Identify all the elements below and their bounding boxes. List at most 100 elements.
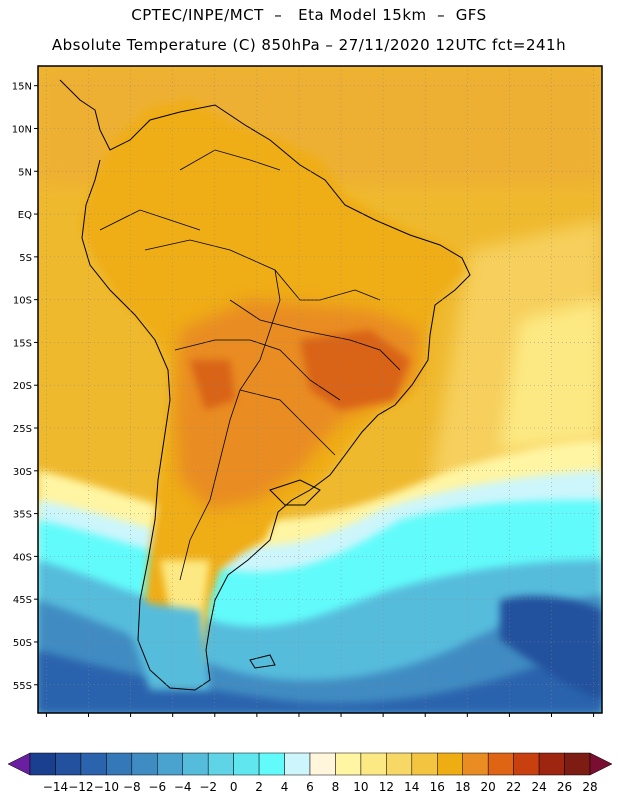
coastline bbox=[59, 79, 471, 691]
colorbar-label: 8 bbox=[332, 780, 340, 794]
lon-tick-label: 50W bbox=[330, 719, 353, 720]
colorbar-label: 10 bbox=[353, 780, 368, 794]
colorbar-label: 6 bbox=[306, 780, 314, 794]
colorbar-label: 26 bbox=[557, 780, 572, 794]
lon-tick-label: 70W bbox=[161, 719, 184, 720]
atlantic-light-zone bbox=[500, 300, 602, 450]
map-subtitle: Absolute Temperature (C) 850hPa – 27/11/… bbox=[51, 36, 567, 54]
colorbar-box bbox=[487, 752, 514, 776]
lon-tick-label: 20W bbox=[582, 719, 605, 720]
lat-tick-label: 55S bbox=[13, 681, 32, 692]
colorbar-label: −6 bbox=[148, 780, 166, 794]
map-frame bbox=[37, 65, 603, 714]
colorbar-box bbox=[462, 752, 489, 776]
land-hottest-west bbox=[190, 360, 235, 410]
colorbar-boxes bbox=[7, 752, 613, 776]
lat-tick-label: 40S bbox=[13, 552, 32, 563]
colorbar-label: 18 bbox=[455, 780, 470, 794]
colorbar-box bbox=[55, 752, 82, 776]
colorbar-box bbox=[207, 752, 234, 776]
lat-tick-label: 50S bbox=[13, 638, 32, 649]
rio-de-la-plata bbox=[269, 479, 321, 506]
lat-tick-label: 20S bbox=[13, 381, 32, 392]
colorbar-label: 20 bbox=[481, 780, 496, 794]
temperature-map: 15N 10N 5N EQ 5S 10S 15S 20S 25S 30S 35S 40S 45S 50S 5… bbox=[12, 65, 605, 720]
lat-tick-label: 35S bbox=[13, 510, 32, 521]
border-bolivia bbox=[174, 339, 341, 401]
colorbar-label: 28 bbox=[582, 780, 597, 794]
colorbar-box bbox=[538, 752, 565, 776]
border-venezuela bbox=[179, 149, 281, 171]
colorbar-label: −10 bbox=[94, 780, 119, 794]
lat-tick-label: 30S bbox=[13, 467, 32, 478]
temperature-field bbox=[38, 66, 602, 713]
dark-blue-band bbox=[38, 640, 602, 713]
lon-tick-label: 55W bbox=[288, 719, 311, 720]
colorbar-label: 12 bbox=[379, 780, 394, 794]
border-colombia bbox=[99, 209, 201, 231]
border-paraguay bbox=[239, 389, 336, 456]
colorbar-label: 24 bbox=[531, 780, 546, 794]
border-brazil-states bbox=[229, 299, 401, 371]
falklands bbox=[249, 654, 276, 669]
lon-tick-label: 40W bbox=[414, 719, 437, 720]
lon-tick-label: 85W bbox=[35, 719, 58, 720]
colorbar-box bbox=[284, 752, 311, 776]
colorbar-box bbox=[29, 752, 56, 776]
colorbar-label: 0 bbox=[230, 780, 238, 794]
lat-tick-label: 10S bbox=[13, 296, 32, 307]
colorbar-box bbox=[513, 752, 540, 776]
axis-ticks: 15N 10N 5N EQ 5S 10S 15S 20S 25S 30S 35S 40S 45S 50S 5… bbox=[12, 82, 605, 720]
colorbar-labels: −14 −12 −10 −8 −6 −4 −2 0 2 4 6 8 10 12 14 16 18 20 22 24 26… bbox=[43, 780, 598, 794]
lat-tick-label: 5N bbox=[18, 167, 32, 178]
colorbar-label: −12 bbox=[68, 780, 93, 794]
colorbar-box bbox=[564, 752, 591, 776]
lon-tick-label: 65W bbox=[203, 719, 226, 720]
colorbar-box bbox=[182, 752, 209, 776]
colorbar-box bbox=[131, 752, 158, 776]
lon-tick-label: 25W bbox=[540, 719, 563, 720]
colorbar-box bbox=[157, 752, 183, 776]
lon-tick-label: 45W bbox=[372, 719, 395, 720]
lat-tick-label: 25S bbox=[13, 424, 32, 435]
lat-tick-label: 5S bbox=[19, 253, 32, 264]
lat-tick-label: 10N bbox=[12, 124, 32, 135]
colorbar-over-arrow bbox=[589, 752, 613, 776]
deep-blue-patch bbox=[500, 595, 602, 700]
colorbar-box bbox=[80, 752, 107, 776]
colorbar-box bbox=[386, 752, 413, 776]
colorbar-label: −14 bbox=[43, 780, 68, 794]
lat-tick-label: 15N bbox=[12, 82, 32, 93]
lon-tick-label: 80W bbox=[77, 719, 100, 720]
colorbar-under-arrow bbox=[7, 752, 31, 776]
country-borders bbox=[99, 149, 401, 581]
colorbar-box bbox=[106, 752, 133, 776]
lat-tick-label: 15S bbox=[13, 338, 32, 349]
lon-tick-label: 60W bbox=[246, 719, 269, 720]
colorbar-box bbox=[360, 752, 387, 776]
land-hottest-east bbox=[300, 330, 410, 410]
lon-tick-label: 75W bbox=[119, 719, 142, 720]
map-title: CPTEC/INPE/MCT – Eta Model 15km – GFS bbox=[131, 6, 487, 24]
colorbar-box bbox=[411, 752, 438, 776]
south-america-coast bbox=[59, 79, 471, 691]
border-andes-east bbox=[179, 269, 281, 581]
border-north-brazil bbox=[144, 239, 381, 301]
colorbar-box bbox=[309, 752, 336, 776]
colorbar-label: 2 bbox=[255, 780, 263, 794]
colorbar-label: 16 bbox=[430, 780, 445, 794]
colorbar-box bbox=[437, 752, 463, 776]
colorbar-box bbox=[335, 752, 362, 776]
lon-tick-label: 35W bbox=[456, 719, 479, 720]
tip-cool bbox=[120, 600, 210, 690]
colorbar-label: 4 bbox=[281, 780, 289, 794]
lon-tick-label: 30W bbox=[498, 719, 521, 720]
lat-tick-label: EQ bbox=[18, 210, 32, 221]
colorbar-label: 14 bbox=[404, 780, 419, 794]
colorbar: −14 −12 −10 −8 −6 −4 −2 0 2 4 6 8 10 12 14 16 18 20 22 24 26… bbox=[7, 752, 613, 794]
colorbar-label: −8 bbox=[123, 780, 141, 794]
lat-tick-label: 45S bbox=[13, 595, 32, 606]
colorbar-label: 22 bbox=[506, 780, 521, 794]
colorbar-label: −4 bbox=[174, 780, 192, 794]
colorbar-box bbox=[258, 752, 285, 776]
